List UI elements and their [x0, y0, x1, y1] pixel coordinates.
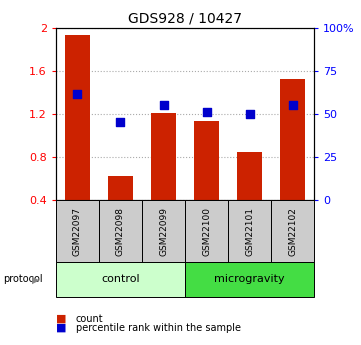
Bar: [108, 176, 134, 200]
Point: [161, 102, 166, 108]
Text: GSM22098: GSM22098: [116, 207, 125, 256]
Bar: [228, 200, 271, 262]
Text: GSM22099: GSM22099: [159, 207, 168, 256]
Text: ■: ■: [56, 323, 66, 333]
Bar: [65, 35, 90, 200]
Point: [247, 111, 252, 117]
Text: GSM22102: GSM22102: [288, 207, 297, 256]
Bar: [151, 113, 177, 200]
Bar: [271, 200, 314, 262]
Text: GSM22097: GSM22097: [73, 207, 82, 256]
Bar: [185, 200, 228, 262]
Bar: [280, 79, 305, 200]
Title: GDS928 / 10427: GDS928 / 10427: [128, 11, 242, 25]
Bar: [142, 200, 185, 262]
Text: percentile rank within the sample: percentile rank within the sample: [76, 323, 241, 333]
Text: GSM22101: GSM22101: [245, 207, 254, 256]
Point: [118, 120, 123, 125]
Point: [290, 102, 295, 108]
Text: ■: ■: [56, 314, 66, 324]
Bar: [56, 200, 99, 262]
Bar: [237, 151, 262, 200]
Point: [75, 92, 81, 97]
Bar: [185, 262, 314, 297]
Bar: [99, 200, 142, 262]
Text: protocol: protocol: [4, 275, 43, 284]
Text: ▶: ▶: [32, 275, 39, 284]
Point: [204, 109, 209, 115]
Text: count: count: [76, 314, 104, 324]
Text: control: control: [101, 275, 140, 284]
Bar: [56, 262, 185, 297]
Text: GSM22100: GSM22100: [202, 207, 211, 256]
Text: microgravity: microgravity: [214, 275, 285, 284]
Bar: [193, 121, 219, 200]
